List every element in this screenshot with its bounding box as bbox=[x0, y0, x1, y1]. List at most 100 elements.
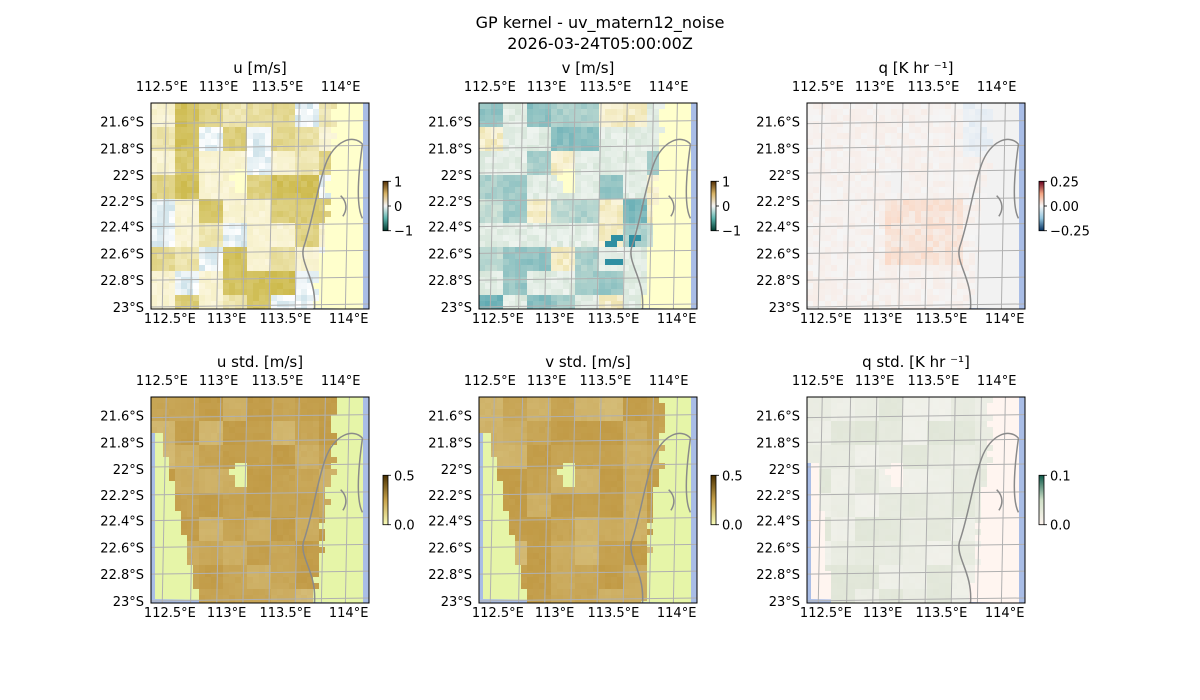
x-tick-label-bottom: 112.5°E bbox=[800, 606, 852, 621]
grid-meridian bbox=[596, 103, 602, 309]
x-tick-label-bottom: 113.5°E bbox=[915, 606, 967, 621]
colorbar-tick-label: 1 bbox=[722, 175, 730, 190]
grid-parallel bbox=[807, 438, 1025, 443]
grid-meridian bbox=[924, 397, 930, 603]
x-tick-label-top: 114°E bbox=[321, 80, 361, 95]
x-tick-label-bottom: 112.5°E bbox=[144, 312, 196, 327]
y-tick-label: 22.6°S bbox=[428, 541, 472, 556]
grid-meridian bbox=[846, 103, 852, 309]
grid-parallel bbox=[151, 597, 369, 602]
grid-parallel bbox=[807, 570, 1025, 575]
y-tick-label: 22.8°S bbox=[756, 274, 800, 289]
figure-title: GP kernel - uv_matern12_noise bbox=[476, 13, 725, 33]
colorbar bbox=[1038, 474, 1045, 526]
colorbar-tick-label: −1 bbox=[394, 225, 413, 240]
grid-meridian bbox=[344, 103, 350, 309]
x-tick-label-top: 113.5°E bbox=[251, 80, 303, 95]
grid-meridian bbox=[950, 397, 956, 603]
map-area bbox=[807, 397, 1025, 603]
grid-meridian bbox=[924, 103, 930, 309]
x-tick-label-top: 113°E bbox=[199, 80, 239, 95]
colorbar-tick-label: 0.00 bbox=[1050, 200, 1079, 215]
y-tick-label: 22.6°S bbox=[756, 541, 800, 556]
grid-parallel bbox=[479, 276, 697, 281]
map-area bbox=[151, 397, 369, 603]
x-tick-label-bottom: 114°E bbox=[329, 606, 369, 621]
y-tick-label: 22.6°S bbox=[100, 541, 144, 556]
colorbar-tick-label: 0.1 bbox=[1050, 469, 1071, 484]
grid-meridian bbox=[570, 397, 576, 603]
grid-meridian bbox=[1000, 397, 1006, 603]
grid-parallel bbox=[479, 570, 697, 575]
grid-meridian bbox=[872, 397, 878, 603]
data-field bbox=[807, 103, 993, 309]
grid-parallel bbox=[479, 414, 697, 419]
grid-meridian bbox=[242, 103, 248, 309]
x-tick-label-bottom: 113°E bbox=[207, 606, 247, 621]
map-area bbox=[807, 103, 1025, 309]
grid-meridian bbox=[242, 397, 248, 603]
grid-parallel bbox=[807, 249, 1025, 254]
y-tick-label: 21.6°S bbox=[100, 116, 144, 131]
y-tick-label: 22.8°S bbox=[100, 274, 144, 289]
grid-parallel bbox=[479, 438, 697, 443]
grid-parallel bbox=[151, 303, 369, 308]
grid-meridian bbox=[489, 103, 495, 309]
gridlines bbox=[807, 103, 1025, 309]
ocean-east bbox=[363, 103, 369, 309]
grid-parallel bbox=[807, 303, 1025, 308]
x-tick-label-bottom: 113°E bbox=[207, 312, 247, 327]
grid-meridian bbox=[950, 103, 956, 309]
colorbar-tick-label: 0.5 bbox=[722, 469, 743, 484]
grid-parallel bbox=[151, 276, 369, 281]
y-tick-label: 22.2°S bbox=[100, 489, 144, 504]
y-tick-label: 21.6°S bbox=[100, 410, 144, 425]
ocean-east bbox=[363, 397, 369, 603]
grid-parallel bbox=[479, 543, 697, 548]
colorbar-tick-label: 0.25 bbox=[1050, 175, 1079, 190]
grid-parallel bbox=[807, 144, 1025, 149]
grid-parallel bbox=[807, 120, 1025, 125]
x-tick-label-top: 112.5°E bbox=[464, 80, 516, 95]
x-tick-label-bottom: 112.5°E bbox=[800, 312, 852, 327]
x-tick-label-top: 114°E bbox=[977, 80, 1017, 95]
panel-3: q [K hr ⁻¹] 112.5°E 112.5°E 113°E 113°E 113.5… bbox=[756, 59, 1090, 327]
grid-meridian bbox=[976, 103, 982, 309]
y-tick-label: 22.2°S bbox=[428, 489, 472, 504]
gridlines bbox=[479, 103, 697, 309]
x-tick-label-bottom: 113.5°E bbox=[259, 312, 311, 327]
gridlines bbox=[807, 397, 1025, 603]
map-area bbox=[479, 397, 697, 603]
y-tick-label: 23°S bbox=[441, 301, 472, 316]
grid-parallel bbox=[807, 223, 1025, 228]
axes-frame bbox=[806, 102, 1026, 310]
panel-title: q std. [K hr ⁻¹] bbox=[862, 353, 970, 371]
grid-parallel bbox=[151, 543, 369, 548]
grid-parallel bbox=[151, 197, 369, 202]
grid-meridian bbox=[570, 103, 576, 309]
x-tick-label-top: 113°E bbox=[855, 374, 895, 389]
grid-meridian bbox=[190, 103, 196, 309]
grid-meridian bbox=[596, 397, 602, 603]
coastline bbox=[630, 432, 692, 603]
x-tick-label-top: 114°E bbox=[649, 80, 689, 95]
y-tick-label: 22.8°S bbox=[428, 568, 472, 583]
grid-parallel bbox=[807, 463, 1025, 468]
grid-meridian bbox=[489, 397, 495, 603]
y-tick-label: 22.4°S bbox=[100, 221, 144, 236]
grid-parallel bbox=[479, 249, 697, 254]
data-field bbox=[479, 397, 665, 603]
gridlines bbox=[151, 103, 369, 309]
grid-meridian bbox=[898, 103, 904, 309]
grid-meridian bbox=[544, 103, 550, 309]
grid-meridian bbox=[622, 397, 628, 603]
grid-parallel bbox=[479, 303, 697, 308]
grid-parallel bbox=[479, 197, 697, 202]
x-tick-label-top: 112.5°E bbox=[136, 80, 188, 95]
grid-meridian bbox=[294, 103, 300, 309]
y-tick-label: 22°S bbox=[769, 169, 800, 184]
axes-frame bbox=[478, 396, 698, 604]
grid-meridian bbox=[294, 397, 300, 603]
grid-meridian bbox=[648, 103, 654, 309]
